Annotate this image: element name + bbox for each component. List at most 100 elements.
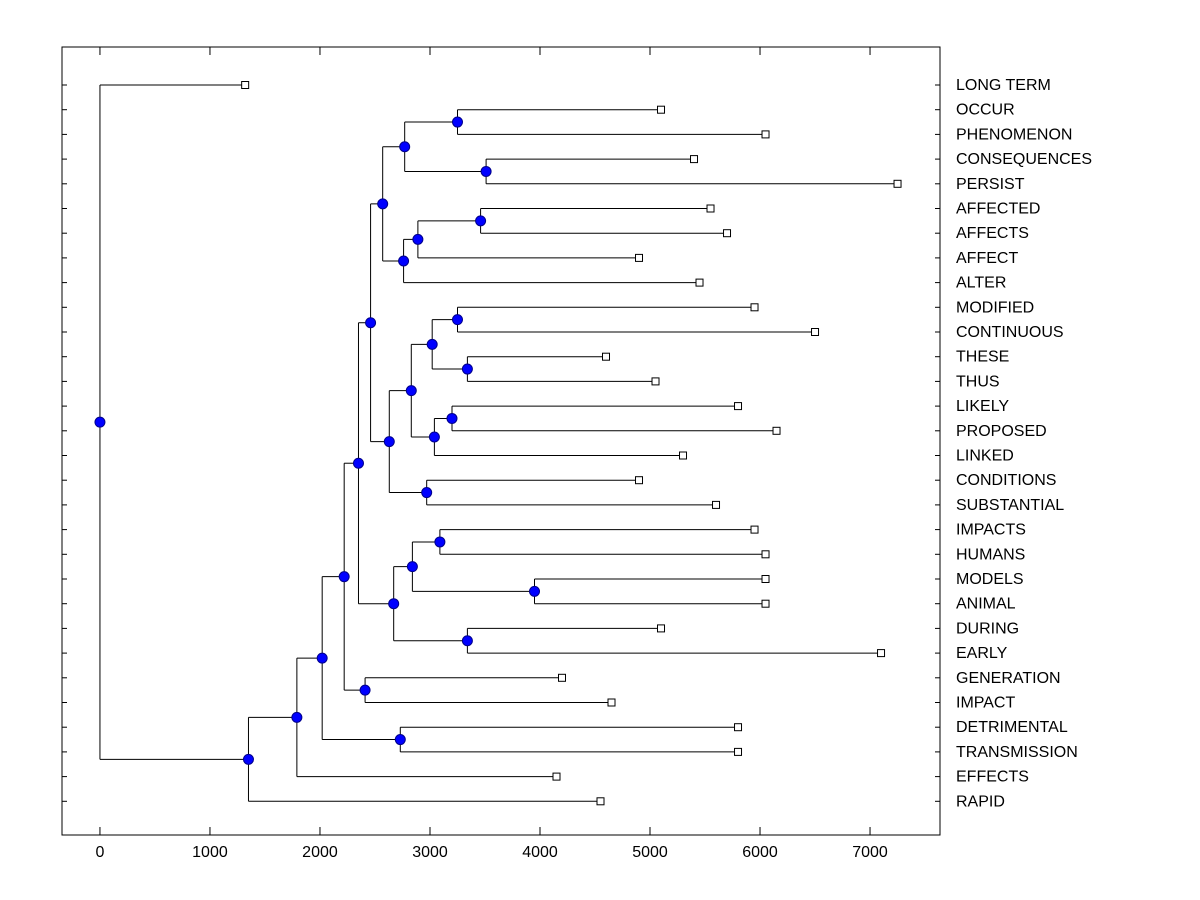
internal-node-marker (291, 711, 303, 723)
leaf-marker (761, 599, 770, 608)
leaf-label: PHENOMENON (956, 126, 1072, 143)
leaf-marker (893, 179, 902, 188)
internal-node-marker (242, 753, 254, 765)
leaf-label: GENERATION (956, 670, 1061, 687)
leaf-marker (734, 402, 743, 411)
leaf-marker (657, 624, 666, 633)
internal-node-marker (480, 165, 492, 177)
leaf-marker (690, 155, 699, 164)
leaf-marker (558, 673, 567, 682)
internal-node-marker (421, 487, 433, 499)
internal-node-marker (475, 215, 487, 227)
internal-node-marker (377, 198, 389, 210)
x-tick-label: 5000 (632, 844, 668, 861)
leaf-marker (750, 525, 759, 534)
leaf-marker (761, 575, 770, 583)
x-tick-label: 1000 (192, 844, 228, 861)
leaf-label: DURING (956, 620, 1019, 637)
internal-node-marker (434, 536, 446, 548)
leaf-marker (706, 204, 715, 213)
x-tick-label: 0 (96, 844, 105, 861)
leaf-label: ANIMAL (956, 596, 1016, 613)
leaf-marker (602, 352, 611, 361)
leaf-label: DETRIMENTAL (956, 719, 1068, 736)
leaf-label: THUS (956, 373, 1000, 390)
leaf-label: RAPID (956, 793, 1005, 810)
leaf-marker (723, 229, 732, 238)
leaf-label: CONDITIONS (956, 472, 1056, 489)
leaf-marker (750, 303, 759, 312)
leaf-label: OCCUR (956, 102, 1015, 119)
leaf-marker (695, 278, 704, 287)
internal-node-marker (428, 431, 440, 443)
tree-lines (99, 84, 898, 802)
leaf-label: CONTINUOUS (956, 324, 1064, 341)
internal-node-marker (399, 141, 411, 153)
leaf-label: PERSIST (956, 176, 1025, 193)
internal-node-marker (412, 233, 424, 245)
axes-box (61, 46, 941, 836)
leaf-label: LIKELY (956, 398, 1009, 415)
internal-node-marker (359, 684, 371, 696)
leaf-marker (635, 476, 644, 485)
internal-node-marker (461, 363, 473, 375)
internal-node-marker (316, 652, 328, 664)
leaf-marker (596, 797, 605, 806)
leaf-label: SUBSTANTIAL (956, 497, 1064, 514)
leaf-marker (657, 105, 666, 114)
leaf-marker (241, 81, 250, 89)
leaf-label: PROPOSED (956, 423, 1047, 440)
leaf-label: HUMANS (956, 546, 1025, 563)
internal-node-marker (94, 416, 106, 428)
internal-node-marker (461, 635, 473, 647)
leaf-marker (712, 500, 721, 509)
leaf-marker (679, 451, 688, 460)
x-tick-label: 3000 (412, 844, 448, 861)
x-tick-label: 2000 (302, 844, 338, 861)
leaf-marker (734, 747, 743, 756)
leaf-label: TRANSMISSION (956, 744, 1078, 761)
internal-node-marker (446, 412, 458, 424)
leaf-label: AFFECTS (956, 225, 1029, 242)
leaf-marker (607, 698, 616, 707)
internal-node-marker (451, 314, 463, 326)
leaf-label: CONSEQUENCES (956, 151, 1092, 168)
leaf-label: LINKED (956, 448, 1014, 465)
leaf-marker (635, 253, 644, 262)
internal-node-marker (405, 385, 417, 397)
leaf-label: THESE (956, 349, 1009, 366)
x-tick-label: 4000 (522, 844, 558, 861)
internal-node-marker (451, 116, 463, 128)
internal-node-marker (426, 338, 438, 350)
leaf-label: IMPACTS (956, 522, 1026, 539)
leaf-label: IMPACT (956, 695, 1015, 712)
axes: 0 1000 2000 3000 4000 5000 6000 7000 (61, 46, 941, 861)
leaf-label: MODELS (956, 571, 1024, 588)
leaf-label: AFFECTED (956, 201, 1040, 218)
internal-node-marker (388, 598, 400, 610)
leaf-label: MODIFIED (956, 299, 1034, 316)
x-tick-label: 7000 (852, 844, 888, 861)
leaf-marker (734, 723, 743, 732)
x-tick-label: 6000 (742, 844, 778, 861)
internal-node-marker (398, 255, 410, 267)
leaf-label: AFFECT (956, 250, 1018, 267)
node-markers (94, 81, 902, 806)
internal-node-marker (338, 571, 350, 583)
internal-node-marker (352, 457, 364, 469)
leaf-labels: LONG TERM OCCUR PHENOMENON CONSEQUENCES PERS… (956, 77, 1092, 810)
leaf-label: ALTER (956, 275, 1006, 292)
leaf-marker (877, 649, 886, 658)
leaf-marker (761, 550, 770, 559)
internal-node-marker (394, 734, 406, 746)
leaf-label: EFFECTS (956, 769, 1029, 786)
leaf-marker (811, 328, 820, 336)
internal-node-marker (365, 317, 377, 329)
internal-node-marker (383, 436, 395, 448)
leaf-marker (552, 772, 561, 781)
leaf-label: EARLY (956, 645, 1008, 662)
internal-node-marker (528, 585, 540, 597)
leaf-marker (651, 377, 660, 386)
